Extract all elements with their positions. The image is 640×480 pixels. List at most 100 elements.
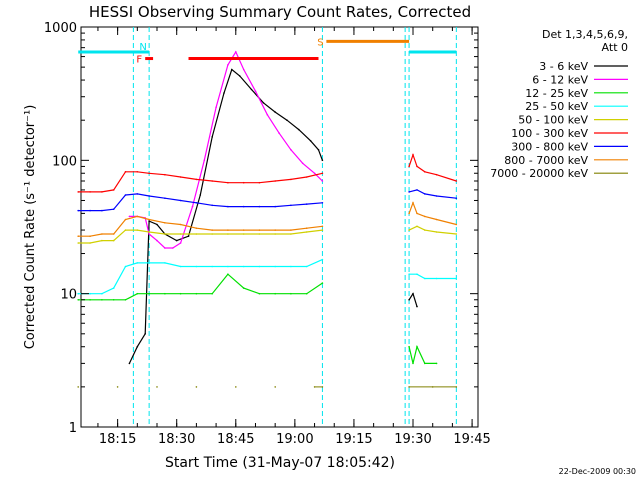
data-point-3-6-kev [317, 149, 320, 151]
data-point-3-6-kev [286, 119, 288, 121]
data-point-25-50-kev [211, 265, 213, 268]
data-point-3-6-kev [274, 111, 277, 113]
data-point-12-25-kev [164, 292, 166, 295]
data-point-25-50-kev [112, 287, 115, 289]
data-point-3-6-kev [408, 299, 410, 301]
x-tick-label-2: 18:30 [158, 432, 195, 447]
data-point-300-800-kev [148, 195, 150, 197]
series-line-800-7000-kev-1 [78, 215, 323, 237]
legend-label-3-6-kev: 3 - 6 keV [539, 60, 588, 73]
series-25-50-kev [77, 258, 458, 295]
data-point-50-100-kev [164, 233, 166, 235]
data-point-800-7000-kev [455, 223, 458, 226]
data-point-3-6-kev [148, 220, 150, 222]
data-point-800-7000-kev [195, 227, 198, 229]
data-point-25-50-kev [416, 273, 418, 276]
series-50-100-kev [77, 225, 458, 244]
data-point-50-100-kev [89, 242, 91, 244]
data-point-100-300-kev [424, 171, 426, 173]
legend-header-line-2: Att 0 [602, 41, 628, 54]
data-point-3-6-kev [211, 136, 213, 138]
data-point-25-50-kev [408, 273, 410, 276]
data-point-3-6-kev [223, 92, 225, 94]
data-point-7000-20000-kev [156, 386, 158, 388]
data-point-800-7000-kev [290, 229, 292, 231]
data-point-12-25-kev [227, 273, 229, 276]
data-point-800-7000-kev [305, 227, 308, 229]
data-point-6-12-kev [215, 106, 217, 109]
data-point-7000-20000-kev [235, 386, 237, 388]
data-point-3-6-kev [412, 292, 414, 295]
data-point-7000-20000-kev [116, 386, 119, 388]
data-point-3-6-kev [144, 333, 146, 335]
data-point-7000-20000-kev [321, 386, 324, 388]
data-point-3-6-kev [231, 68, 233, 71]
data-point-6-12-kev [235, 51, 237, 53]
legend-label-7000-20000-kev: 7000 - 20000 keV [490, 167, 588, 180]
data-point-12-25-kev [101, 299, 103, 301]
data-point-300-800-kev [274, 205, 277, 208]
data-point-6-12-kev [278, 132, 280, 134]
data-point-800-7000-kev [136, 215, 139, 218]
series-line-25-50-kev-2 [409, 273, 457, 280]
data-point-100-300-kev [258, 181, 261, 184]
series-7000-20000-kev [77, 386, 458, 388]
data-point-12-25-kev [77, 299, 79, 301]
chart-title: HESSI Observing Summary Count Rates, Cor… [89, 3, 471, 21]
data-point-6-12-kev [242, 68, 245, 71]
data-point-3-6-kev [416, 305, 418, 308]
data-point-100-300-kev [211, 180, 213, 182]
data-point-300-800-kev [408, 191, 410, 193]
data-point-3-6-kev [187, 235, 190, 237]
data-point-800-7000-kev [227, 229, 229, 231]
series-layer [77, 50, 458, 388]
data-point-12-25-kev [412, 362, 414, 365]
data-point-100-300-kev [136, 171, 139, 173]
data-point-50-100-kev [227, 233, 229, 235]
x-axis-label: Start Time (31-May-07 18:05:42) [165, 455, 395, 471]
data-point-50-100-kev [195, 233, 198, 235]
data-point-50-100-kev [124, 229, 127, 231]
data-point-300-800-kev [242, 205, 245, 208]
data-point-100-300-kev [89, 191, 91, 193]
x-tick-label-1: 18:15 [99, 432, 136, 447]
data-point-50-100-kev [408, 229, 410, 231]
data-point-7000-20000-kev [274, 386, 277, 388]
legend-label-100-300-kev: 100 - 300 keV [511, 127, 588, 140]
data-point-800-7000-kev [258, 229, 261, 231]
data-point-12-25-kev [435, 362, 438, 365]
data-point-100-300-kev [124, 171, 127, 173]
data-point-12-25-kev [242, 287, 245, 289]
y-tick-label-3: 100 [52, 154, 77, 169]
data-point-300-800-kev [435, 195, 438, 197]
data-point-300-800-kev [124, 194, 127, 196]
data-point-12-25-kev [305, 292, 308, 295]
data-point-50-100-kev [435, 231, 438, 233]
data-point-300-800-kev [164, 197, 166, 199]
series-line-100-300-kev-2 [408, 152, 457, 182]
data-point-50-100-kev [211, 233, 213, 235]
series-3-6-kev [128, 68, 418, 365]
series-100-300-kev [77, 152, 458, 193]
data-point-7000-20000-kev [455, 386, 458, 388]
data-point-100-300-kev [77, 191, 79, 193]
data-point-12-25-kev [274, 292, 277, 295]
data-point-3-6-kev [238, 75, 241, 77]
data-point-300-800-kev [290, 204, 292, 207]
data-point-100-300-kev [321, 172, 324, 175]
data-point-6-12-kev [313, 172, 316, 175]
flag-label-f: F [136, 55, 142, 66]
plot-frame [80, 26, 479, 428]
y-tick-label-2: 10 [60, 288, 77, 303]
x-tick-label-5: 19:15 [335, 432, 372, 447]
plot-area [80, 26, 479, 428]
data-point-6-12-kev [179, 242, 182, 244]
x-tick-label-3: 18:45 [217, 432, 254, 447]
vertical-markers [132, 27, 457, 427]
data-point-100-300-kev [164, 173, 166, 176]
series-line-3-6-kev-2 [408, 292, 418, 307]
data-point-3-6-kev [321, 159, 324, 162]
data-point-800-7000-kev [164, 222, 166, 224]
series-line-300-800-kev-2 [408, 189, 457, 199]
data-point-25-50-kev [435, 277, 438, 280]
